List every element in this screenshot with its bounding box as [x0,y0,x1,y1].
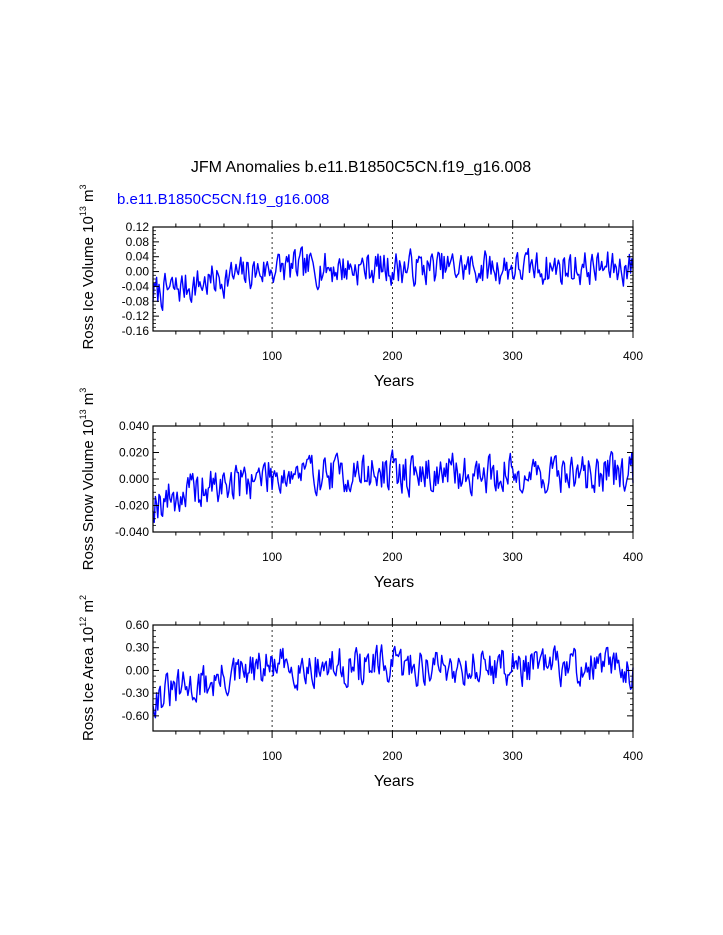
y-tick-label: -0.040 [115,525,149,539]
x-tick-label: 200 [382,550,402,564]
x-tick-label: 400 [623,349,643,363]
y-tick-label: -0.60 [122,709,150,723]
y-tick-label: 0.000 [119,472,149,486]
ross-ice-volume-panel: -0.16-0.12-0.08-0.040.000.040.080.12 100 2… [78,184,643,390]
y-tick-label: -0.04 [122,279,150,293]
series-line [152,449,634,523]
y-tick-label: -0.30 [122,686,150,700]
y-tick-label: 0.12 [126,220,150,234]
figure-title: JFM Anomalies b.e11.B1850C5CN.f19_g16.00… [191,159,531,176]
ross-ice-area-panel: -0.60 -0.30 0.00 0.30 0.60 100 200 300 400 Years R… [78,595,643,790]
y-tick-label: 0.020 [119,446,149,460]
x-tick-label: 200 [382,749,402,763]
x-tick-label: 300 [503,749,523,763]
y-tick-label: -0.12 [122,309,150,323]
x-tick-label: 300 [503,550,523,564]
y-tick-label: 0.04 [126,250,150,264]
x-tick-label: 200 [382,349,402,363]
y-tick-label: 0.00 [126,265,150,279]
figure-subtitle: b.e11.B1850C5CN.f19_g16.008 [117,191,329,208]
y-axis-label: Ross Ice Area 1012 m2 [78,595,97,741]
series-line [152,246,634,311]
x-tick-label: 100 [262,749,282,763]
x-tick-label: 100 [262,550,282,564]
y-axis-label: Ross Snow Volume 1013 m3 [78,388,97,571]
y-tick-label: 0.60 [126,618,150,632]
y-tick-label: 0.08 [126,235,150,249]
y-axis-label: Ross Ice Volume 1013 m3 [78,184,97,349]
y-tick-label: -0.08 [122,294,150,308]
x-axis-label: Years [374,773,414,790]
x-axis-label: Years [374,574,414,591]
x-axis-label: Years [374,373,414,390]
y-tick-label: 0.040 [119,419,149,433]
y-tick-label: -0.16 [122,324,150,338]
series-line [152,644,634,719]
plot-frame [152,624,634,732]
x-tick-label: 300 [503,349,523,363]
x-tick-label: 400 [623,749,643,763]
x-tick-label: 100 [262,349,282,363]
y-tick-label: 0.30 [126,641,150,655]
ross-snow-volume-panel: -0.040 -0.020 0.000 0.020 0.040 100 200 300 400 Y… [78,388,643,591]
y-tick-label: -0.020 [115,499,149,513]
y-tick-label: 0.00 [126,663,150,677]
x-tick-label: 400 [623,550,643,564]
